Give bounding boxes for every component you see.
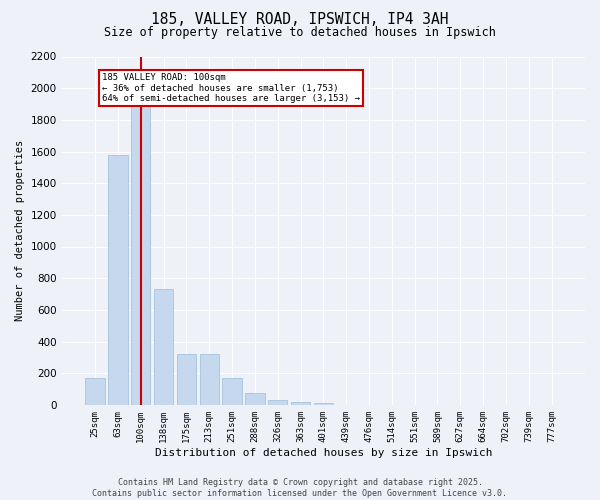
Bar (223, 378, 242, 405)
Bar (108, 154, 128, 405)
Text: 185, VALLEY ROAD, IPSWICH, IP4 3AH: 185, VALLEY ROAD, IPSWICH, IP4 3AH (151, 12, 449, 28)
Bar (85, 378, 105, 405)
Text: Contains HM Land Registry data © Crown copyright and database right 2025.
Contai: Contains HM Land Registry data © Crown c… (92, 478, 508, 498)
Y-axis label: Number of detached properties: Number of detached properties (15, 140, 25, 322)
Bar (154, 289, 173, 405)
Bar (245, 393, 265, 405)
X-axis label: Distribution of detached houses by size in Ipswich: Distribution of detached houses by size … (155, 448, 492, 458)
Bar (200, 354, 219, 405)
Text: 185 VALLEY ROAD: 100sqm
← 36% of detached houses are smaller (1,753)
64% of semi: 185 VALLEY ROAD: 100sqm ← 36% of detache… (102, 73, 360, 103)
Bar (291, 402, 310, 405)
Bar (177, 354, 196, 405)
Text: Size of property relative to detached houses in Ipswich: Size of property relative to detached ho… (104, 26, 496, 39)
Bar (268, 400, 287, 405)
Bar (314, 403, 333, 405)
Bar (131, 104, 151, 405)
